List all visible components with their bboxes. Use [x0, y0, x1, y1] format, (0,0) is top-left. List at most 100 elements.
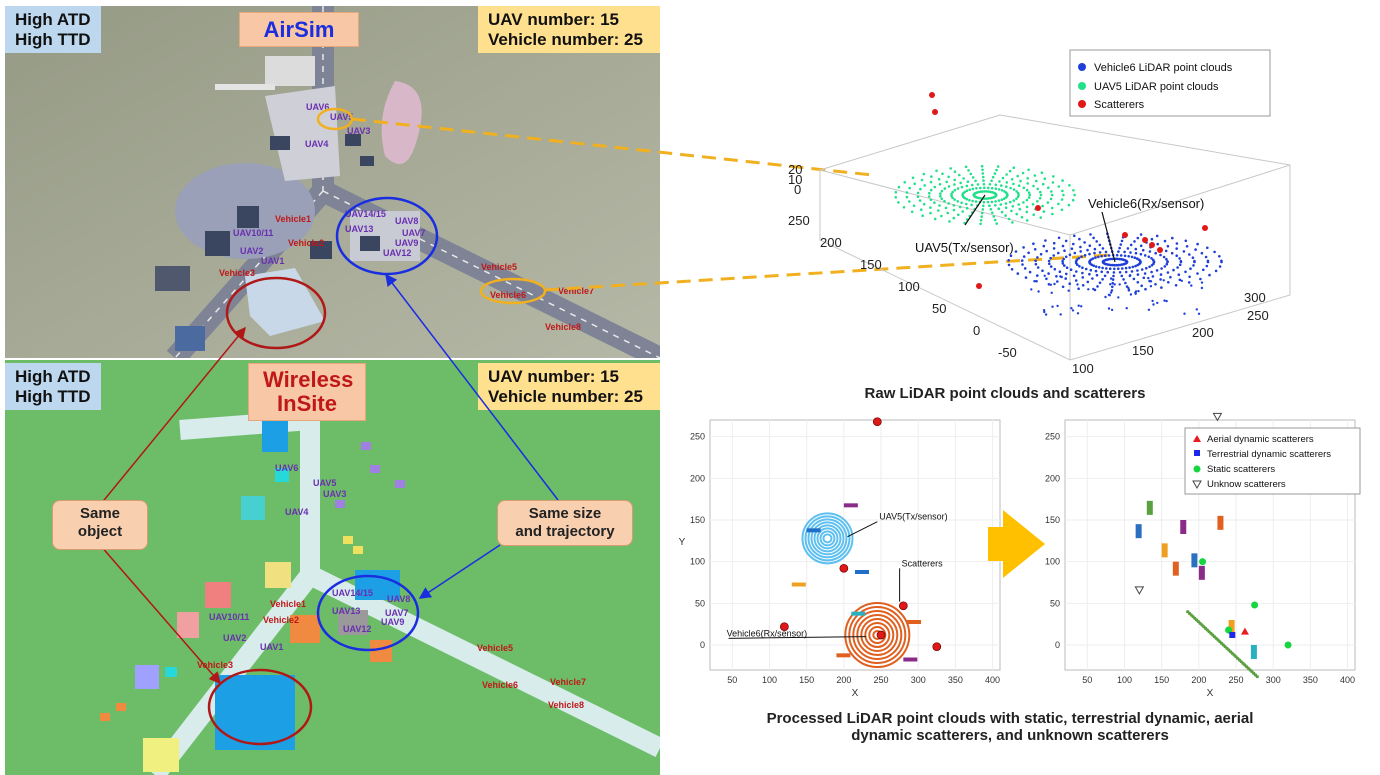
vehicle-point: [1101, 278, 1104, 281]
y-tick: 150: [860, 257, 882, 272]
vehicle-point: [1175, 242, 1179, 245]
uav-point: [929, 188, 933, 192]
uav-point: [1047, 186, 1050, 189]
uav-point: [923, 184, 926, 187]
y-tick: 0: [1055, 640, 1060, 650]
vehicle-point: [1129, 243, 1133, 247]
insite-vehicle-labels: Vehicle1 Vehicle2 Vehicle3 Vehicle5 Vehi…: [5, 360, 660, 775]
uav-point: [970, 183, 974, 187]
uav-point: [974, 200, 978, 203]
uav-point: [985, 190, 988, 193]
vehicle-label: Vehicle3: [197, 660, 234, 670]
uav-point: [957, 213, 960, 217]
uav-label: UAV9: [395, 238, 419, 248]
vehicle-point: [1178, 278, 1182, 282]
uav-point: [941, 172, 944, 176]
uav-label: UAV1: [260, 642, 284, 652]
vehicle-point: [1078, 265, 1081, 268]
vehicle-point: [1151, 275, 1155, 278]
vehicle-point: [1139, 260, 1142, 263]
same-object-line1: Same: [79, 505, 121, 522]
vehicle-point: [1108, 267, 1112, 270]
vehicle-point: [1150, 257, 1153, 260]
vehicle-point: [1117, 296, 1120, 299]
uav-ring: [813, 524, 842, 553]
vehicle-point: [1113, 263, 1116, 267]
uav-point: [1011, 221, 1014, 224]
vehicle-point: [1007, 263, 1011, 267]
uav-point: [1007, 217, 1011, 221]
scatterer-point: [839, 563, 849, 573]
uav-point: [982, 179, 985, 182]
scatterer-point: [976, 283, 982, 289]
vehicle-point: [1111, 278, 1115, 281]
uav-label: UAV6: [306, 102, 330, 112]
vehicle-point: [1151, 299, 1154, 303]
uav-point: [933, 201, 936, 204]
uav-point: [982, 182, 986, 186]
vehicle-point: [1033, 248, 1037, 251]
uav-point: [997, 199, 1001, 202]
vehicle-ring: [864, 622, 891, 648]
uav-point: [1000, 189, 1004, 192]
vehicle-label: Vehicle6: [490, 290, 527, 300]
vehicle-point: [1088, 252, 1091, 256]
vehicle-point: [1123, 250, 1126, 254]
uav-label: UAV3: [323, 489, 347, 499]
scatterer-point: [1202, 225, 1208, 231]
vehicle-point: [1072, 242, 1075, 246]
vehicle-point: [1197, 312, 1201, 315]
uav-point: [949, 167, 952, 170]
uav-point: [912, 204, 916, 208]
vehicle-point: [1184, 270, 1187, 274]
vehicle-point: [1118, 271, 1122, 274]
x-tick: 250: [874, 675, 889, 685]
vehicle-point: [1045, 249, 1048, 253]
uav-point: [971, 176, 975, 179]
vehicle-point: [1167, 281, 1170, 284]
vehicle-point: [1189, 267, 1192, 270]
y-tick: 250: [788, 213, 810, 228]
vehicle-point: [1200, 251, 1204, 255]
uav-point: [940, 197, 943, 200]
x-tick: 350: [1303, 675, 1318, 685]
vehicle-point: [1093, 251, 1096, 255]
vehicle-point: [1097, 255, 1100, 259]
uav-point: [1015, 197, 1018, 201]
vehicle-point: [1149, 285, 1153, 288]
uav-point: [986, 200, 990, 204]
vehicle-label: Vehicle2: [263, 615, 300, 625]
vehicle-point: [1111, 281, 1114, 285]
uav-point: [929, 211, 932, 215]
vehicle-point: [1166, 244, 1170, 248]
uav-point: [1073, 193, 1076, 197]
vehicle-label: Vehicle8: [545, 322, 582, 332]
same-size-line1: Same size: [528, 505, 602, 522]
vehicle-point: [1141, 248, 1145, 252]
uav-point: [1005, 192, 1009, 196]
x-tick: 250: [1229, 675, 1244, 685]
vehicle-point: [1149, 280, 1153, 283]
uav-point: [1011, 205, 1015, 208]
vehicle-point: [1043, 274, 1046, 277]
uav-point: [988, 183, 992, 186]
vehicle-point: [1120, 274, 1124, 278]
uav-point: [894, 190, 898, 194]
vehicle-point: [1133, 240, 1136, 243]
vehicle-point: [1089, 268, 1093, 272]
vehicle-point: [1089, 233, 1092, 236]
vehicle-point: [1035, 279, 1038, 283]
y-tick: 100: [690, 557, 705, 567]
scatterer-point: [932, 642, 942, 652]
legend-marker: [1194, 450, 1200, 456]
vehicle-point: [1073, 251, 1077, 255]
vehicle-point: [1218, 265, 1222, 268]
uav-point: [994, 183, 998, 187]
uav-point: [1017, 203, 1020, 206]
x-tick: 400: [985, 675, 1000, 685]
vehicle-point: [1052, 241, 1056, 245]
uav-point: [1008, 169, 1012, 173]
vehicle-point: [1159, 253, 1162, 257]
vehicle-point: [1110, 257, 1114, 261]
vehicle-point: [1175, 254, 1178, 257]
